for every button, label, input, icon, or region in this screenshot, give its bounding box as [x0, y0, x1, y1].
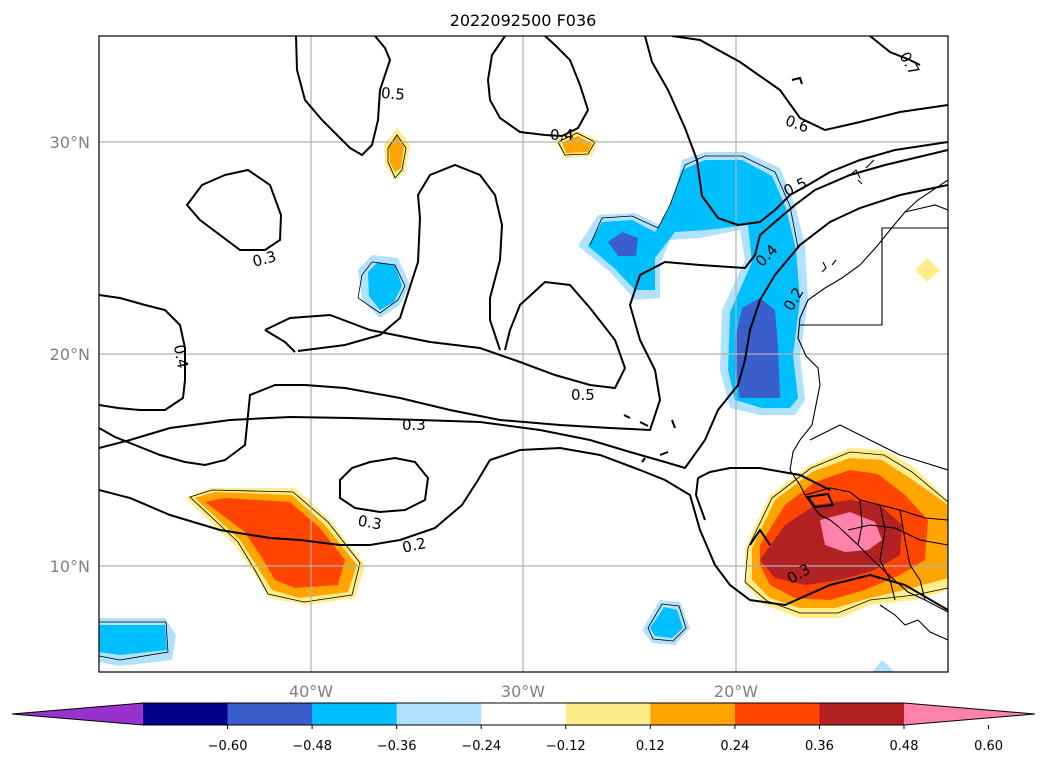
warm-blob-pink	[820, 512, 882, 552]
border-9	[917, 619, 948, 641]
colorbar-tick-label: −0.60	[208, 739, 248, 754]
border-3	[809, 424, 948, 471]
colorbar-segment	[227, 703, 313, 725]
lon-label-30w: 30°W	[501, 682, 545, 701]
map-frame	[98, 35, 949, 673]
contour-label: 0.3	[250, 247, 278, 271]
contour-label: 0.3	[356, 512, 383, 534]
lon-label-40w: 40°W	[289, 682, 333, 701]
contour-label: 0.4	[550, 126, 574, 144]
warm-spot-coast	[915, 258, 940, 282]
colorbar-tick-label: 0.12	[636, 739, 665, 754]
colorbar-extend-low	[12, 703, 143, 725]
contour-label: 0.2	[401, 534, 428, 557]
cold-spot-south-core	[650, 607, 683, 638]
cold-spot-sw-core	[99, 625, 167, 655]
map-area: 0.7 0.5 0.4 0.6 0.5 0.3 0.4 0.4 0.2 0.5 …	[99, 36, 948, 672]
colorbar-segment	[396, 703, 482, 725]
cold-area-core-north	[608, 232, 638, 256]
border-1	[800, 227, 948, 326]
colorbar-ticks: −0.60 −0.48 −0.36 −0.24 −0.12 0.12 0.24 0.36 0.4…	[208, 725, 1003, 754]
gridlines	[99, 36, 948, 672]
contour-lines	[99, 36, 948, 611]
warm-spot-ne-core	[562, 136, 592, 153]
colorbar-tick-label: 0.48	[890, 739, 919, 754]
colorbar-segment	[481, 703, 567, 725]
colorbar-tick-label: −0.48	[292, 739, 332, 754]
lat-label-30n: 30°N	[50, 133, 90, 152]
colorbar-segments	[12, 703, 1035, 725]
lat-label-10n: 10°N	[50, 557, 90, 576]
colorbar-segment	[565, 703, 651, 725]
colorbar-tick-label: −0.12	[546, 739, 586, 754]
border-5	[847, 524, 948, 546]
colorbar-segment	[143, 703, 229, 725]
border-6	[857, 499, 863, 546]
latitude-labels: 30°N 20°N 10°N	[50, 133, 90, 576]
colorbar-segment	[819, 703, 905, 725]
colorbar-frame	[11, 702, 1036, 726]
cold-spot-center-core	[368, 262, 402, 310]
warm-spot-north-core	[389, 136, 404, 172]
colorbar-tick-label: −0.36	[377, 739, 417, 754]
coastlines	[789, 159, 948, 641]
contour-label: 0.5	[380, 84, 405, 104]
border-2	[904, 204, 948, 213]
colorbar-tick-label: −0.24	[461, 739, 501, 754]
cold-area-core-south	[735, 298, 780, 398]
colorbar-segment	[650, 703, 736, 725]
colorbar-segment	[312, 703, 398, 725]
shaded-outlines	[99, 132, 948, 661]
border-8	[879, 504, 896, 601]
figure-title: 2022092500 F036	[450, 11, 597, 30]
longitude-labels: 40°W 30°W 20°W	[289, 682, 758, 701]
lon-label-20w: 20°W	[714, 682, 758, 701]
colorbar: −0.60 −0.48 −0.36 −0.24 −0.12 0.12 0.24 0.36 0.4…	[11, 702, 1036, 754]
colorbar-tick-label: 0.36	[805, 739, 834, 754]
islands-1	[821, 159, 875, 273]
colorbar-extend-high	[904, 703, 1035, 725]
lat-label-20n: 20°N	[50, 345, 90, 364]
colorbar-tick-label: 0.60	[974, 739, 1003, 754]
colorbar-segment	[734, 703, 820, 725]
contour-label: 0.3	[402, 416, 426, 434]
border-7	[899, 509, 926, 601]
cold-spot-corner	[872, 660, 895, 672]
border-4	[804, 487, 948, 521]
contour-label: 0.5	[571, 386, 595, 404]
colorbar-tick-label: 0.24	[720, 739, 749, 754]
border-10	[879, 604, 919, 626]
contour-label: 0.4	[170, 343, 192, 370]
